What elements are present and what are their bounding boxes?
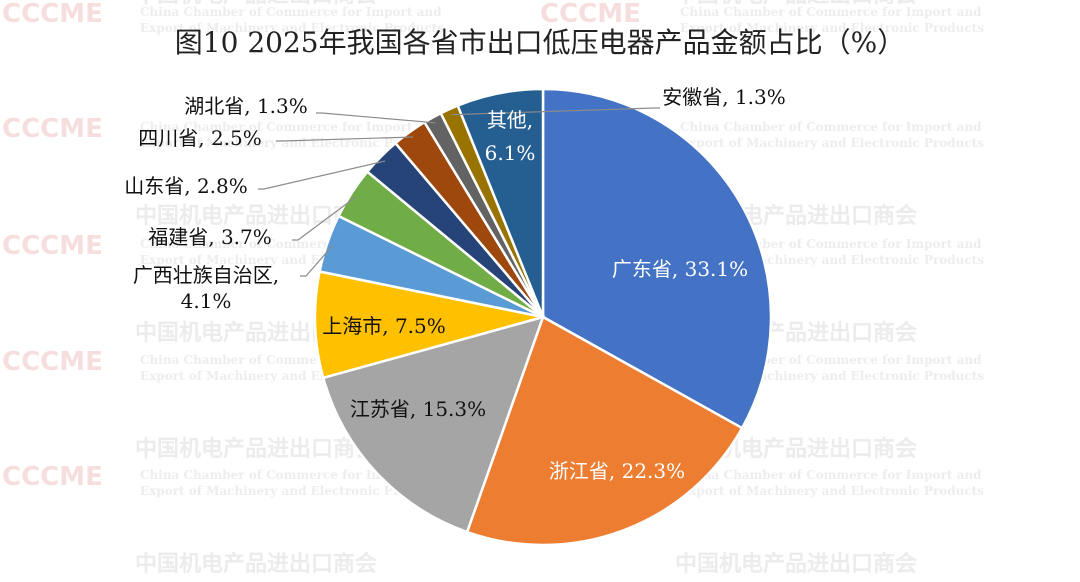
data-label-10: 其他, (487, 108, 533, 132)
data-label-3: 上海市, 7.5% (322, 314, 446, 338)
watermark-logo: CCCME (2, 462, 103, 492)
pie-slices (313, 87, 773, 547)
leader-line-8 (316, 112, 436, 124)
chart-title: 图10 2025年我国各省市出口低压电器产品金额占比（%） (175, 26, 905, 59)
leader-line-7 (276, 136, 414, 142)
watermark-text-en: China Chamber of Commerce for Import and (680, 468, 982, 482)
pie-slice-1 (465, 315, 744, 547)
watermark-text-en: Export of Machinery and Electronic Produ… (140, 136, 444, 150)
watermark-logo: CCCME (2, 231, 103, 261)
watermark-text-en: China Chamber of Commerce for Import and (680, 120, 982, 134)
watermark-text-en: China Chamber of Commerce for Import and (140, 120, 442, 134)
watermark-text-en: Export of Machinery and Electronic Produ… (140, 484, 444, 498)
data-label-6: 山东省, 2.8% (124, 174, 248, 198)
leader-line-4 (300, 244, 334, 277)
watermark-logo: CCCME (2, 347, 103, 377)
data-label-4: 广西壮族自治区, (133, 263, 279, 287)
data-label-0: 广东省, 33.1% (612, 257, 748, 281)
data-label-9: 安徽省, 1.3% (662, 85, 786, 109)
leader-line-6 (258, 160, 386, 190)
watermark-text-cn: 中国机电产品进出口商会 (675, 0, 917, 8)
pie-slice-0 (541, 87, 773, 430)
data-label-8: 湖北省, 1.3% (184, 94, 308, 118)
pie-slice-3 (313, 269, 544, 380)
watermark-text-en: Export of Machinery and Electronic Produ… (680, 21, 984, 35)
leader-line-5 (292, 195, 358, 241)
watermark-text-cn: 中国机电产品进出口商会 (135, 436, 377, 462)
data-label-1: 浙江省, 22.3% (549, 459, 685, 483)
watermark-text-cn: 中国机电产品进出口商会 (675, 551, 917, 577)
watermark-text-en: China Chamber of Commerce for Import and (680, 5, 982, 19)
pie-slice-2 (321, 315, 545, 534)
watermark-text-en: Export of Machinery and Electronic Produ… (680, 136, 984, 150)
data-label-5: 福建省, 3.7% (148, 225, 272, 249)
watermark-text-cn: 中国机电产品进出口商会 (135, 551, 377, 577)
watermark-text-en: China Chamber of Commerce for Import and (140, 5, 442, 19)
watermark-text-en: Export of Machinery and Electronic Produ… (140, 21, 444, 35)
data-label-2: 江苏省, 15.3% (350, 397, 486, 421)
leader-line-9 (451, 107, 660, 116)
watermark-text-en: China Chamber of Commerce for Import and (140, 468, 442, 482)
data-label-7: 四川省, 2.5% (138, 126, 262, 150)
leader-lines (258, 107, 660, 277)
watermark-logo: CCCME (2, 0, 103, 29)
pie-slice-10 (456, 87, 545, 318)
data-labels: 广东省, 33.1% 浙江省, 22.3% 江苏省, 15.3% 上海市, 7.5% 广… (124, 85, 786, 483)
data-label-4-value: 4.1% (181, 289, 232, 313)
watermark-text-cn: 中国机电产品进出口商会 (135, 0, 377, 8)
data-label-10-value: 6.1% (485, 141, 536, 165)
watermark-logo: CCCME (2, 114, 103, 144)
watermark-logo: CCCME (540, 0, 641, 29)
watermark-text-en: Export of Machinery and Electronic Produ… (680, 484, 984, 498)
